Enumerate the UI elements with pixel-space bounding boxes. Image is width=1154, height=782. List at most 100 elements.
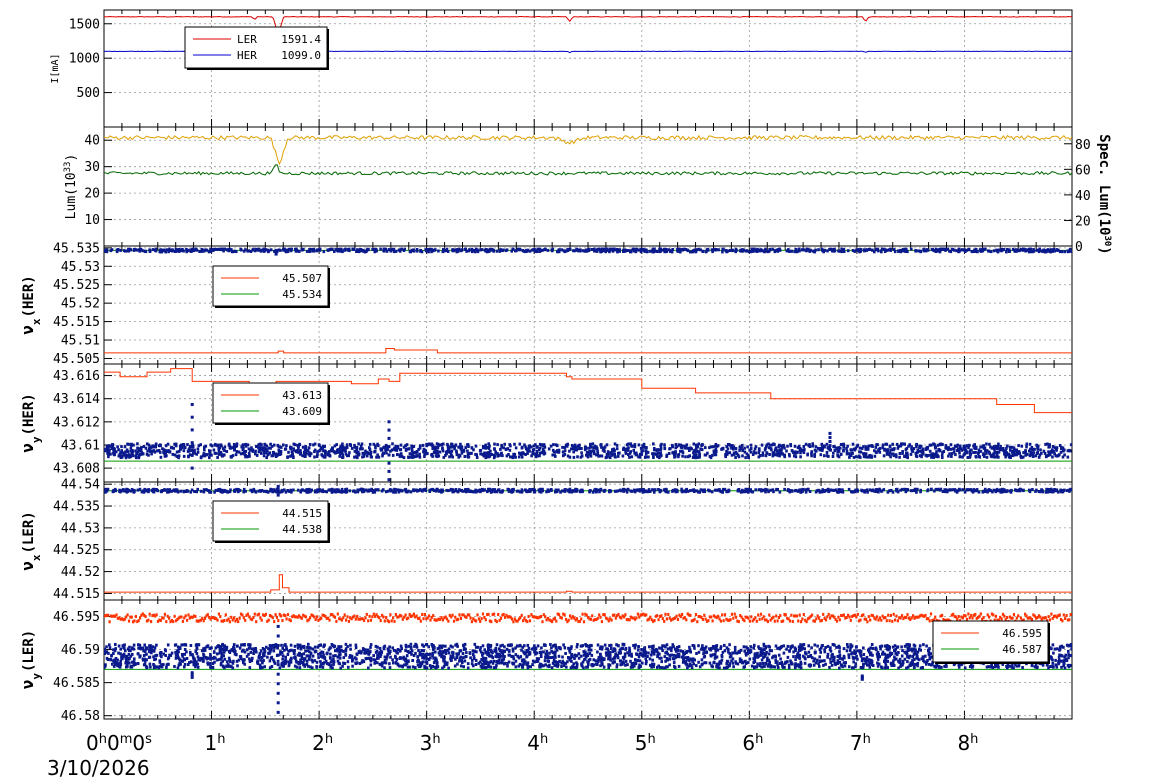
nuy-her-point (737, 455, 741, 459)
nuy-her-point (1044, 442, 1047, 446)
nux-ler-point (580, 488, 584, 492)
nux-her-point (873, 250, 876, 254)
nux-her-point (914, 249, 917, 253)
nuy-her-point (254, 452, 257, 456)
nux-ler-point (266, 490, 270, 494)
nux-her-point (790, 249, 794, 253)
nux-her-point (950, 247, 954, 251)
nuy-her-point (417, 454, 420, 458)
nuy-her-point (205, 453, 209, 457)
nux-ler-point (309, 488, 313, 492)
nuy-her-point (217, 450, 221, 454)
nuy-her-point (485, 446, 489, 449)
nuy-ler-red-point (447, 619, 450, 623)
nux-her-point (880, 249, 883, 253)
nuy-her-point (484, 446, 487, 450)
nux-ler-point (176, 490, 180, 494)
nuy-her-point (355, 451, 358, 455)
nux-her-point (178, 249, 181, 253)
nuy-her-point (410, 449, 414, 453)
nuy-ler-red-point (296, 615, 299, 619)
nuy-ler-red-point (592, 618, 595, 622)
nuy-ler-red-point (433, 618, 436, 622)
nuy-her-point (993, 450, 997, 454)
nuy-ler-red-point (300, 616, 303, 620)
nuy-her-point (743, 450, 747, 454)
nuy-her-point (947, 446, 950, 450)
nux-her-point (984, 247, 987, 251)
nuy-her-point (606, 450, 610, 454)
nuy-her-point (1034, 454, 1038, 458)
nux-her-point (730, 248, 734, 252)
nuy-ler-red-point (364, 616, 367, 620)
nux-ler-point (371, 490, 375, 494)
nuy-her-point (543, 445, 547, 449)
nuy-her-point (171, 452, 175, 456)
nuy-her-point (474, 444, 478, 448)
nuy-ler-red-point (139, 616, 142, 620)
nuy-her-point (186, 449, 190, 453)
nuy-her-point (455, 449, 458, 453)
nux-her-point (1070, 250, 1072, 253)
nuy-ler-red-point (349, 616, 352, 620)
nuy-ler-red-point (654, 614, 657, 618)
nuy-her-point (488, 452, 491, 456)
nuy-her-point (770, 443, 774, 447)
nuy-ler-red-point (108, 620, 111, 624)
nuy-ler-red-point (393, 619, 396, 623)
nux-her-point (333, 250, 336, 253)
nuy-her-point (630, 455, 634, 459)
nux-ler-point (362, 489, 366, 493)
nuy-ler-red-point (603, 613, 606, 617)
nux-ler-point (491, 488, 495, 492)
nuy-her-point (1004, 455, 1007, 459)
nuy-ler-red-point (761, 617, 764, 621)
nux-her-point (308, 248, 311, 251)
y-tick-label: 45.505 (53, 352, 100, 367)
nuy-her-point (368, 446, 371, 450)
nux-her-point (952, 248, 956, 252)
nux-ler-point (454, 488, 458, 491)
nux-her-point (679, 250, 682, 254)
nuy-her-point (1042, 449, 1046, 453)
nux-ler-point (166, 490, 169, 494)
nuy-her-point (521, 451, 524, 455)
nux-her-point (886, 248, 889, 252)
nuy-her-point (387, 461, 391, 465)
nux-ler-point (642, 490, 645, 494)
nuy-her-point (1050, 450, 1053, 454)
nux-ler-point (318, 488, 321, 492)
nuy-her-point (248, 453, 251, 456)
nux-ler-point (314, 489, 317, 493)
nuy-her-point (307, 446, 311, 450)
nux-ler-point (667, 490, 670, 494)
nux-her-point (415, 249, 419, 253)
nux-her-point (961, 248, 964, 252)
nuy-her-point (120, 449, 123, 453)
nuy-her-point (105, 447, 109, 451)
nuy-her-point (589, 451, 593, 455)
nuy-ler-red-point (609, 617, 612, 621)
nuy-her-point (985, 451, 988, 455)
nuy-ler-red-point (423, 613, 426, 616)
nuy-her-point (851, 451, 854, 455)
nux-her-point (430, 250, 433, 254)
nux-her-point (593, 247, 596, 251)
nux-ler-point (138, 487, 142, 491)
nuy-her-point (360, 442, 364, 446)
nuy-her-point (414, 455, 417, 459)
nuy-her-point (778, 444, 782, 448)
nux-ler-point (307, 487, 311, 491)
nux-ler-point (517, 489, 520, 493)
nuy-her-point (255, 445, 258, 448)
nux-her-point (967, 247, 970, 251)
nuy-her-point (888, 451, 892, 455)
nux-ler-point (327, 488, 330, 492)
nux-ler-point (221, 490, 224, 494)
nuy-her-point (265, 456, 268, 460)
nux-ler-point (969, 488, 973, 492)
nux-her-point (664, 247, 668, 251)
nuy-ler-red-point (365, 612, 368, 616)
nuy-her-point (338, 454, 341, 458)
nux-her-point (209, 250, 213, 253)
